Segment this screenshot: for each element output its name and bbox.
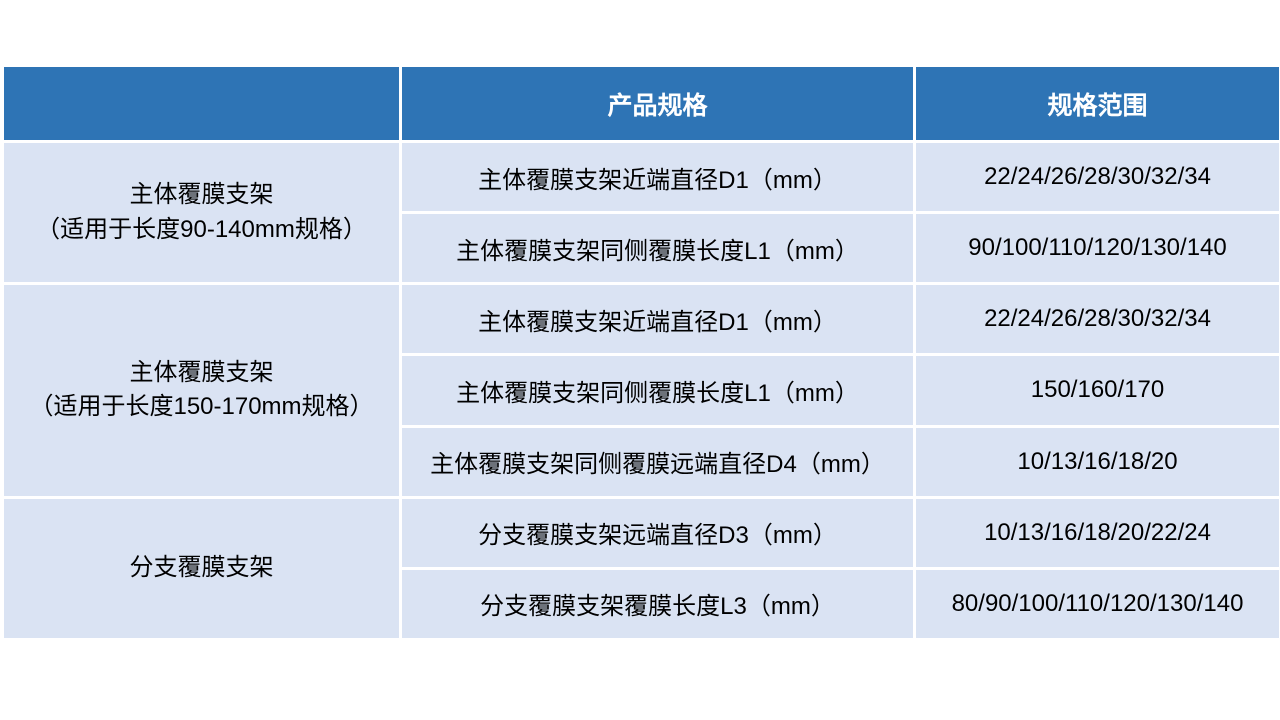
header-cell-spec-range: 规格范围 — [913, 64, 1280, 143]
table-row: 主体覆膜支架 （适用于长度90-140mm规格） 主体覆膜支架近端直径D1（mm… — [1, 139, 1280, 286]
group-label-line1: 分支覆膜支架 — [129, 553, 274, 581]
group-label-main-stent-90-140: 主体覆膜支架 （适用于长度90-140mm规格） — [1, 139, 402, 286]
table-row: 分支覆膜支架 分支覆膜支架远端直径D3（mm） 10/13/16/18/20/2… — [1, 495, 1280, 642]
group-label-line1: 主体覆膜支架 — [129, 358, 274, 386]
spec-cell: 主体覆膜支架同侧覆膜长度L1（mm） — [399, 211, 916, 286]
range-cell: 150/160/170 — [913, 353, 1280, 428]
range-cell: 22/24/26/28/30/32/34 — [913, 139, 1280, 215]
spec-cell: 分支覆膜支架远端直径D3（mm） — [399, 495, 916, 570]
group-label-line1: 主体覆膜支架 — [129, 180, 274, 208]
spec-cell: 分支覆膜支架覆膜长度L3（mm） — [399, 566, 916, 642]
spec-cell: 主体覆膜支架同侧覆膜远端直径D4（mm） — [399, 424, 916, 499]
group-label-line2: （适用于长度150-170mm规格） — [29, 393, 374, 421]
group-label-line2: （适用于长度90-140mm规格） — [36, 215, 367, 243]
spec-cell: 主体覆膜支架近端直径D1（mm） — [399, 139, 916, 215]
range-cell: 10/13/16/18/20/22/24 — [913, 495, 1280, 570]
group-label-main-stent-150-170: 主体覆膜支架 （适用于长度150-170mm规格） — [1, 282, 402, 499]
range-cell: 80/90/100/110/120/130/140 — [913, 566, 1280, 642]
spec-cell: 主体覆膜支架近端直径D1（mm） — [399, 282, 916, 357]
range-cell: 90/100/110/120/130/140 — [913, 211, 1280, 286]
range-cell: 22/24/26/28/30/32/34 — [913, 282, 1280, 357]
spec-cell: 主体覆膜支架同侧覆膜长度L1（mm） — [399, 353, 916, 428]
table-row: 主体覆膜支架 （适用于长度150-170mm规格） 主体覆膜支架近端直径D1（m… — [1, 282, 1280, 499]
group-label-branch-stent: 分支覆膜支架 — [1, 495, 402, 642]
table-header-row: 产品规格 规格范围 — [1, 64, 1280, 143]
range-cell: 10/13/16/18/20 — [913, 424, 1280, 499]
table-row: 分支覆膜支架覆膜长度L3（mm） 80/90/100/110/120/130/1… — [3, 566, 1280, 642]
product-spec-table: 产品规格 规格范围 主体覆膜支架 （适用于长度90-140mm规格） 主体覆膜支… — [1, 64, 1280, 642]
table-row: 主体覆膜支架同侧覆膜长度L1（mm） 90/100/110/120/130/14… — [3, 211, 1280, 286]
header-cell-product-spec: 产品规格 — [399, 64, 916, 143]
header-cell-category — [1, 64, 402, 143]
table-row: 主体覆膜支架同侧覆膜长度L1（mm） 150/160/170 — [3, 353, 1280, 428]
table-row: 主体覆膜支架同侧覆膜远端直径D4（mm） 10/13/16/18/20 — [3, 424, 1280, 499]
